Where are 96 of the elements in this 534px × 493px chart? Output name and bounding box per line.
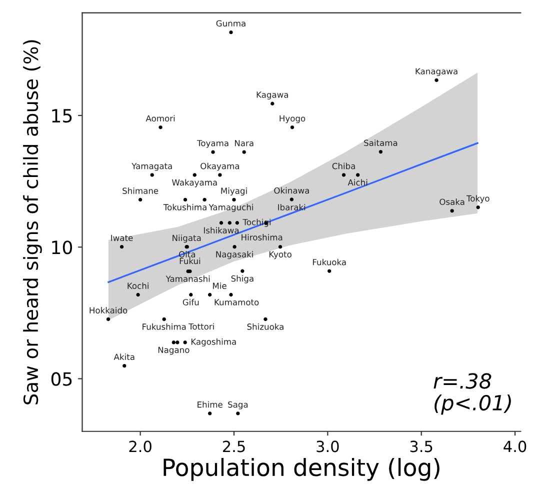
annotation: Miyagi [221,187,247,196]
point [242,150,246,154]
point [328,269,332,273]
annotation: Ehime [198,401,222,408]
annotation: Niigata [172,234,201,243]
annotation: Kagoshima [191,338,236,346]
annotation: Fukuoka [313,258,346,266]
point [122,364,126,368]
point [189,292,193,297]
annotation: Fukushima [142,323,186,330]
point [450,208,454,213]
annotation: Wakayama [172,179,217,188]
x-axis-title: Population density (log) [164,458,440,481]
point [176,340,180,344]
point [158,125,162,130]
annotation: Hiroshima [242,234,282,240]
x-tick-label: 4.0 [504,440,526,452]
annotation: Shimane [122,187,158,194]
annotation: Osaka [440,198,464,205]
annotation: Yamaguchi [208,204,253,212]
annotation: Okayama [200,162,239,171]
annotation: Akita [114,354,134,360]
annotation: Mie [213,282,226,289]
point [232,245,236,249]
annotation: Iwate [111,234,133,242]
point [136,292,140,297]
point [240,269,244,273]
annotation: Toyama [196,140,228,148]
annotation: Nagano [158,346,190,355]
point [211,150,215,154]
annotation: Gunma [216,20,246,27]
point [208,292,212,297]
point [232,198,236,202]
point [290,125,294,130]
annotation: Kochi [128,282,148,289]
point [192,173,196,177]
x-tick-label: 3.0 [316,440,339,452]
annotation: Yamanashi [166,275,210,282]
point [290,198,294,202]
point [219,221,224,225]
point [270,102,274,106]
annotation: Shiga [231,275,254,284]
point [120,245,124,249]
point [236,412,240,416]
point [264,317,268,322]
x-tick-label: 2.5 [222,440,245,452]
point [278,245,282,249]
point [138,198,142,202]
point [162,317,166,322]
point [378,150,383,154]
y-axis-title: Saw or heard signs of child abuse (%) [23,40,42,404]
x-tick-label: 3.5 [410,440,432,452]
point [172,340,176,344]
annotation: Kumamoto [214,299,259,306]
point [183,340,187,344]
annotation: Chiba [332,162,355,170]
annotation: Nara [234,140,254,146]
annotation: r=.38 (p<.01) [434,373,511,415]
point [476,206,480,210]
annotation: Saitama [364,140,398,146]
annotation: Shizuoka [247,323,284,330]
point [229,292,233,297]
point [202,198,206,202]
annotation: Aichi [348,179,368,186]
point [183,198,188,202]
annotation: Nagasaki [216,251,253,260]
point [342,173,346,177]
annotation: Ibaraki [278,204,306,210]
annotation: Yamagata [132,163,172,171]
y-tick-label: 10 [52,240,72,254]
annotation: Fukui [180,258,200,264]
point [356,173,360,177]
annotation: Kanagawa [416,68,458,76]
annotation: Okinawa [274,187,309,194]
annotation: Tokushima [163,204,206,210]
y-tick-label: 05 [51,372,72,386]
point [235,221,240,225]
point [228,221,232,225]
annotation: Tokyo [466,195,490,204]
point [218,173,222,177]
point [434,78,438,82]
point [229,30,233,34]
annotation: Ishikawa [204,227,239,234]
point [150,173,154,177]
annotation: Kyoto [269,251,292,260]
x-tick-label: 2.0 [129,440,152,452]
annotation: Kagawa [256,92,288,100]
point [208,412,212,416]
y-tick-label: 15 [52,109,72,123]
annotation: Tottori [188,323,214,330]
annotation: Hyogo [280,115,306,124]
point [106,317,110,322]
annotation: Hokkaido [90,307,128,314]
annotation: Saga [228,401,248,410]
annotation: Gifu [182,298,199,306]
annotation: Aomori [146,115,175,122]
